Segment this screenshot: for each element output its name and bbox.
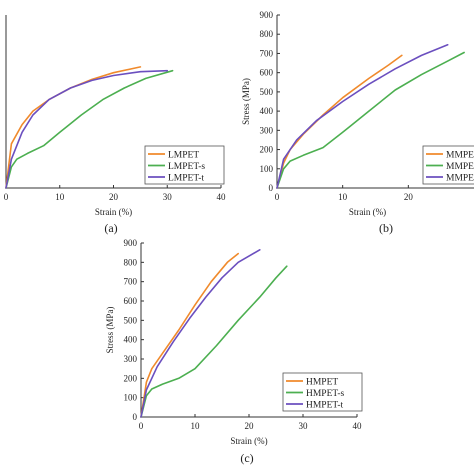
panel-caption: (a) <box>104 221 117 235</box>
y-tick-label: 100 <box>260 164 274 174</box>
legend: MMPETMMPET-s MMPET-t <box>422 145 474 185</box>
y-tick-label: 200 <box>124 373 138 383</box>
x-tick-label: 20 <box>404 192 414 202</box>
x-tick-label: 0 <box>275 192 280 202</box>
legend-label: MMPET-t <box>446 174 474 184</box>
x-tick-label: 0 <box>139 421 144 431</box>
series-line-LMPET <box>5 66 142 189</box>
series-line-MMPET-s <box>276 51 465 189</box>
series-line-MMPET-t <box>276 44 449 189</box>
y-tick-label: 900 <box>124 238 138 248</box>
x-axis-title: Strain (%) <box>349 207 386 217</box>
legend-label: MMPET <box>446 151 474 161</box>
y-tick-label: 500 <box>260 87 274 97</box>
x-tick-label: 30 <box>163 192 173 202</box>
x-tick-label: 20 <box>109 192 119 202</box>
series-line-LMPET-t <box>5 69 169 189</box>
y-axis-title: Stress (MPa) <box>241 78 251 125</box>
y-tick-label: 700 <box>260 48 274 58</box>
y-tick-label: 700 <box>124 277 138 287</box>
legend-label: LMPET-t <box>168 174 204 184</box>
y-tick-label: 400 <box>260 106 274 116</box>
x-axis-title: Strain (%) <box>230 436 267 446</box>
x-axis-title: Strain (%) <box>95 207 132 217</box>
x-tick-label: 10 <box>191 421 201 431</box>
y-tick-label: 0 <box>133 412 138 422</box>
legend-label: HMPET <box>306 378 338 388</box>
y-tick-label: 500 <box>124 315 138 325</box>
y-tick-label: 0 <box>269 183 274 193</box>
x-tick-label: 10 <box>338 192 348 202</box>
x-tick-label: 10 <box>55 192 65 202</box>
x-tick-label: 40 <box>353 421 363 431</box>
y-tick-label: 900 <box>260 10 274 20</box>
series-line-HMPET-s <box>140 265 288 418</box>
y-tick-label: 600 <box>260 68 274 78</box>
chart-panel-b: 0 10 200100200300400500600700800900Strain … <box>241 10 474 235</box>
series-line-HMPET-t <box>140 249 261 418</box>
legend-label: HMPET-s <box>306 389 344 399</box>
x-tick-label: 20 <box>245 421 255 431</box>
y-tick-label: 600 <box>124 296 138 306</box>
y-tick-label: 100 <box>124 393 138 403</box>
legend-label: HMPET-t <box>306 401 343 411</box>
y-tick-label: 300 <box>260 125 274 135</box>
legend-label: LMPET-s <box>168 162 205 172</box>
y-tick-label: 200 <box>260 145 274 155</box>
series-line-HMPET <box>140 252 239 418</box>
x-tick-label: 0 <box>4 192 9 202</box>
legend-label: MMPET-s <box>446 162 474 172</box>
legend-label: LMPET <box>168 151 199 161</box>
panel-caption: (b) <box>379 221 393 235</box>
y-tick-label: 300 <box>124 354 138 364</box>
x-tick-label: 40 <box>217 192 227 202</box>
y-tick-label: 800 <box>260 29 274 39</box>
series-line-LMPET-s <box>5 69 174 189</box>
panel-caption: (c) <box>240 451 253 465</box>
chart-panel-c: 0 10 20 30 400100200300400500600700800900Str… <box>105 238 363 465</box>
y-tick-label: 800 <box>124 257 138 267</box>
x-tick-label: 30 <box>299 421 309 431</box>
y-axis-title: Stress (MPa) <box>105 307 115 354</box>
y-tick-label: 400 <box>124 335 138 345</box>
